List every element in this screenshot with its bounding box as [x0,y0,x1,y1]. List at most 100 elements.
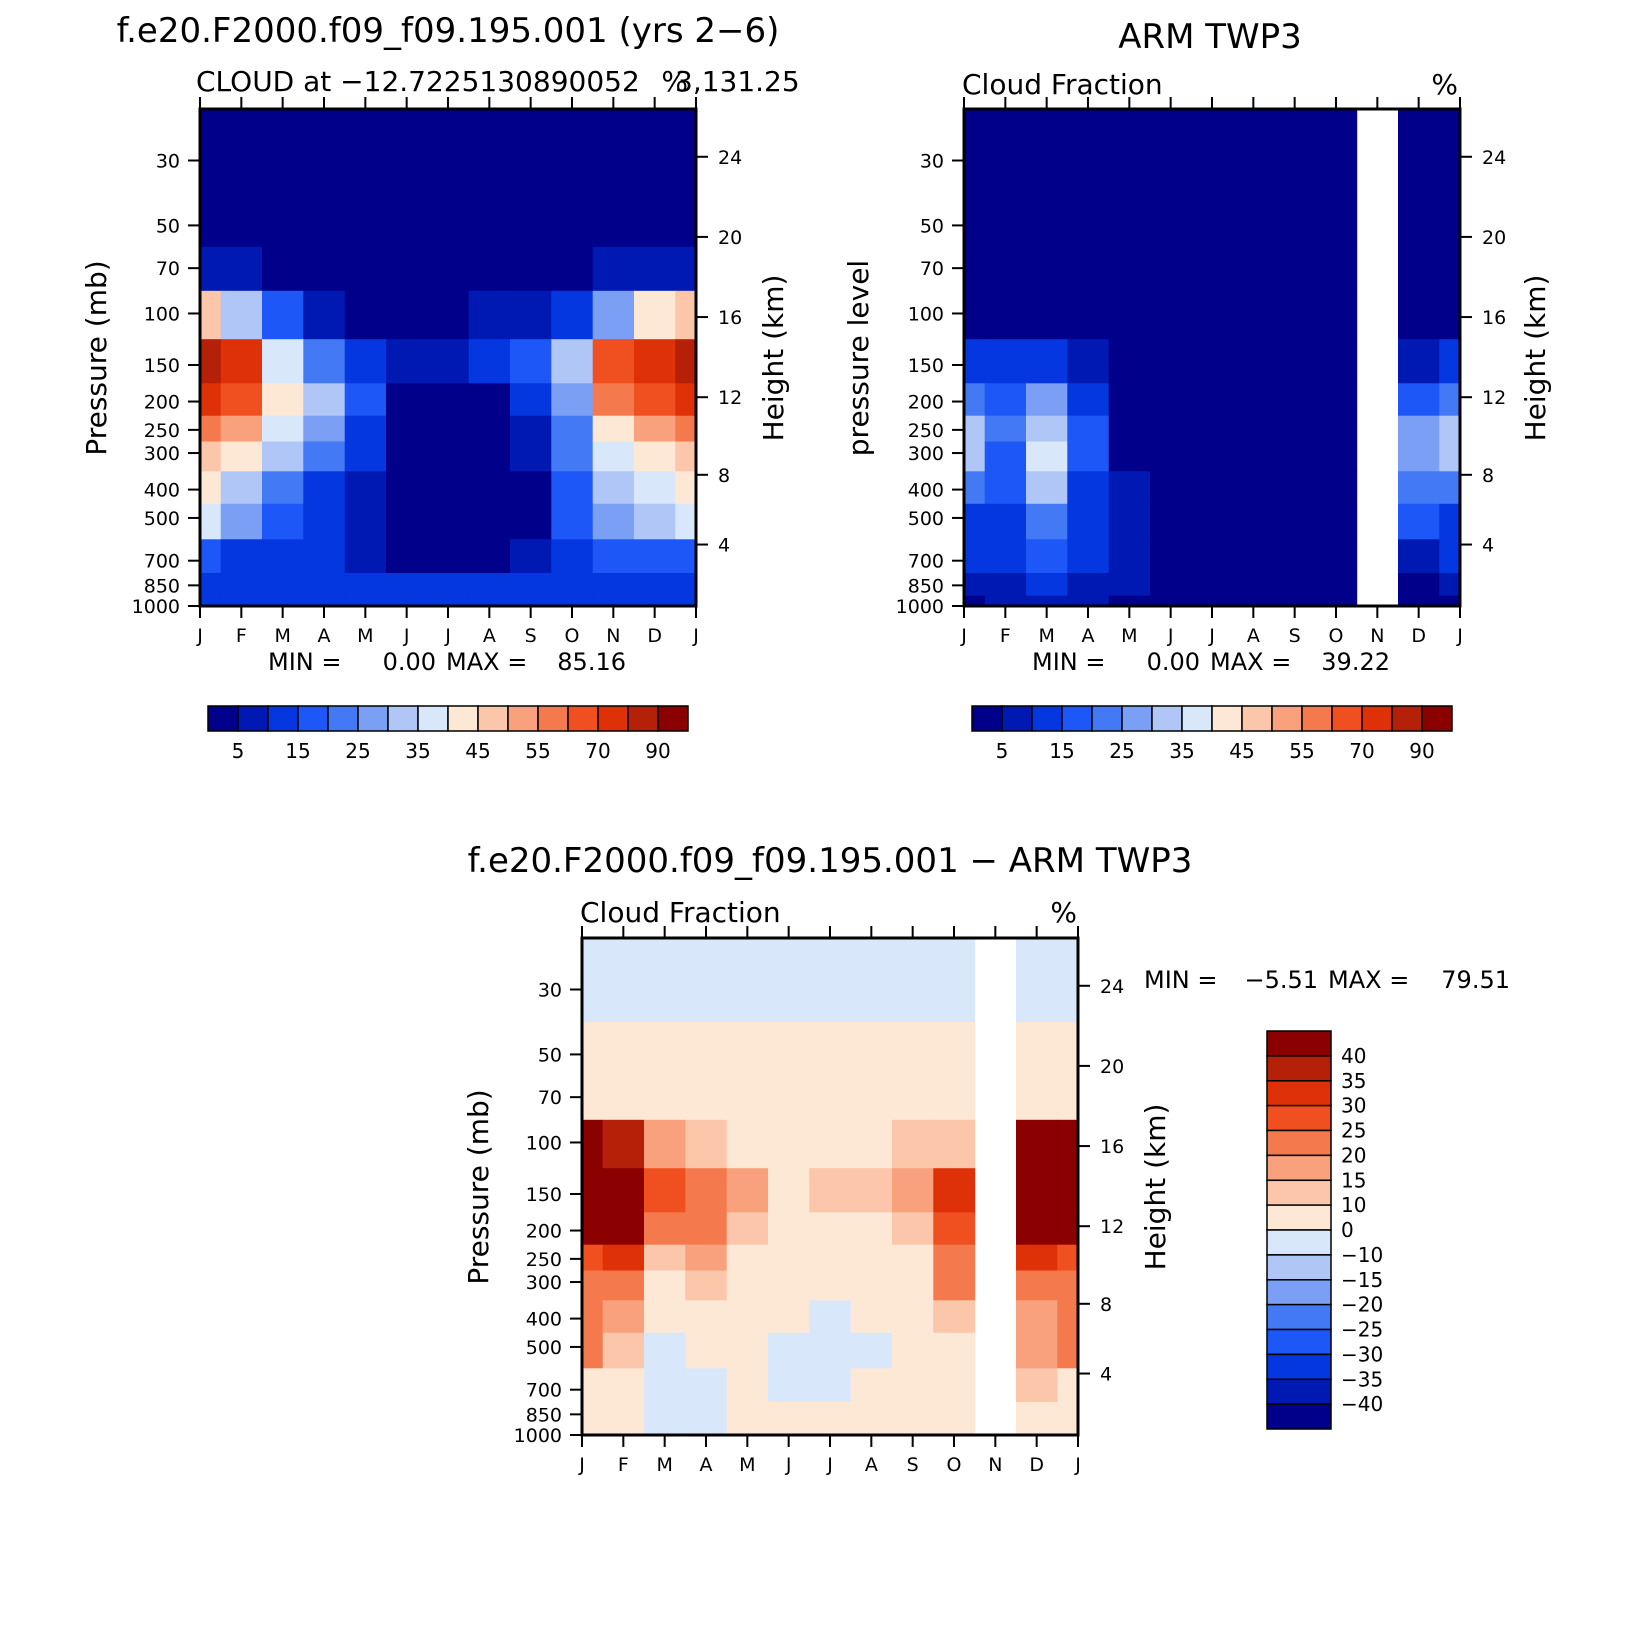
heatmap-cell [685,1402,728,1426]
heatmap-cell [1067,246,1110,292]
heatmap-cell [1067,503,1110,540]
heatmap-cell [592,246,635,292]
heatmap-cell [1150,441,1192,472]
heatmap-cell [726,1022,769,1077]
heatmap-cell [1274,246,1316,292]
heatmap-cell [768,1270,810,1301]
heatmap-cell [964,471,986,505]
heatmap-cell [1026,471,1068,505]
heatmap-cell [1439,246,1461,292]
heatmap-cell [303,573,346,597]
x-tick-label: S [1289,625,1301,647]
heatmap-cell [726,1270,769,1301]
heatmap-cell [602,1402,645,1426]
y-tick-label-right: 12 [1482,387,1506,409]
heatmap-cell [1057,1119,1079,1169]
heatmap-cell [933,1168,976,1213]
colorbar-label: 15 [1341,1168,1366,1192]
y-tick-label: 70 [538,1087,562,1109]
heatmap-cell [220,595,263,607]
y-tick-label-right: 12 [718,387,742,409]
heatmap-cell [892,1368,934,1403]
y-tick-label: 700 [908,551,944,573]
y-tick-label: 100 [144,303,180,325]
y-tick-label: 500 [526,1337,562,1359]
heatmap-cell [634,339,676,384]
heatmap-cell [1191,573,1234,597]
heatmap-cell [675,246,697,292]
heatmap-cell [427,290,470,340]
heatmap-cell [468,193,511,248]
heatmap-cell [220,471,263,505]
heatmap-cell [200,383,222,417]
heatmap-cell [1057,1212,1079,1246]
heatmap-cell [468,573,511,597]
heatmap-cell [427,109,470,194]
heatmap-cell [427,246,470,292]
heatmap-cell [675,503,697,540]
heatmap-cell [685,1424,728,1436]
heatmap-cell [1439,471,1461,505]
heatmap-cell [644,1270,686,1301]
heatmap-cell [675,595,697,607]
heatmap-cell [582,1022,604,1077]
heatmap-cell [634,415,676,443]
heatmap-cell [1274,573,1316,597]
heatmap-cell [634,193,676,248]
heatmap-cell [386,539,428,574]
heatmap-cell [1398,595,1440,607]
heatmap-cell [1150,539,1192,574]
heatmap-cell [592,290,635,340]
heatmap-cell [220,539,263,574]
heatmap-cell [685,1168,728,1213]
y-tick-label-right: 8 [718,465,730,487]
heatmap-cell [582,1368,604,1403]
heatmap-cell [1016,1402,1058,1426]
heatmap-cell [427,503,470,540]
heatmap-cell [303,246,346,292]
colorbar-swatch [1266,1254,1332,1281]
heatmap-cell [984,471,1027,505]
heatmap-cell [933,1119,976,1169]
heatmap-cell [1232,441,1275,472]
heatmap-cell [984,503,1027,540]
heatmap-cell [634,595,676,607]
heatmap-cell [1016,1022,1058,1077]
colorbar-swatch [1266,1328,1332,1356]
heatmap-cell [850,1424,893,1436]
heatmap-cell [1108,539,1151,574]
panel-diff-min-value: −5.51 [1244,966,1318,994]
heatmap-cell [726,1119,769,1169]
heatmap-cell [768,1212,810,1246]
y-tick-label: 250 [526,1249,562,1271]
heatmap-cell [510,193,552,248]
heatmap-cell [675,471,697,505]
y-tick-label-right: 4 [1482,535,1494,557]
heatmap-cell [1067,471,1110,505]
heatmap-cell [1398,441,1440,472]
heatmap-cell [809,1168,852,1213]
heatmap-cell [1315,290,1358,340]
heatmap-cell [592,109,635,194]
y-tick-label: 500 [908,508,944,530]
colorbar-label: 55 [1289,739,1314,763]
heatmap-cell [1150,415,1192,443]
colorbar-swatch [357,705,389,732]
heatmap-cell [1398,539,1440,574]
heatmap-cell [644,1402,686,1426]
heatmap-cell [510,383,552,417]
heatmap-cell [809,1424,852,1436]
heatmap-cell [933,1212,976,1246]
heatmap-cell [809,1212,852,1246]
heatmap-cell [602,1022,645,1077]
x-tick-label: F [1000,625,1011,647]
heatmap-cell [726,1332,769,1369]
heatmap-cell [1398,471,1440,505]
heatmap-cell [468,109,511,194]
panel-model-min-value: 0.00 [383,648,436,676]
heatmap-cell [809,1244,852,1272]
colorbar-label: 35 [1341,1069,1366,1093]
panel-diff-units: % [1050,896,1077,929]
heatmap-cell [644,938,686,1023]
heatmap-cell [592,471,635,505]
